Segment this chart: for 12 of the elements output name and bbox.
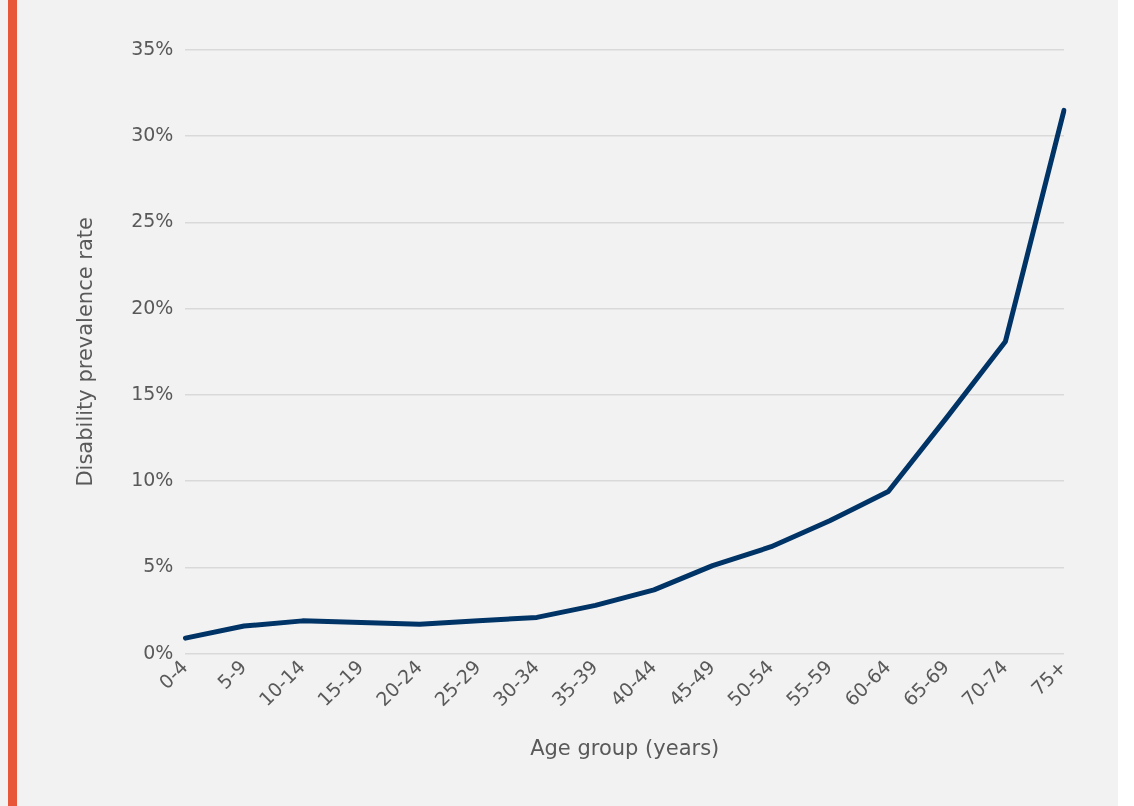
y-tick-label: 35% xyxy=(131,36,174,59)
y-tick-label: 25% xyxy=(131,209,174,232)
y-tick-label: 30% xyxy=(131,123,174,146)
y-tick-label: 15% xyxy=(131,381,174,404)
x-tick-label: 5-9 xyxy=(212,655,251,693)
y-tick-label: 5% xyxy=(143,554,174,577)
y-axis-title: Disability prevalence rate xyxy=(73,217,98,487)
x-axis-title: Age group (years) xyxy=(530,735,720,760)
y-tick-label: 20% xyxy=(131,295,174,318)
x-tick-label: 75+ xyxy=(1026,655,1071,700)
y-tick-label: 10% xyxy=(131,468,174,491)
y-tick-label: 0% xyxy=(143,640,174,663)
